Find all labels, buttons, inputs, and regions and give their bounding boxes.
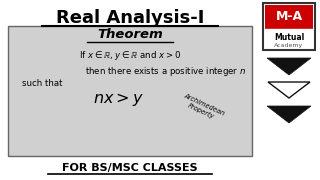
Text: such that: such that (22, 80, 62, 89)
Text: $nx > y$: $nx > y$ (92, 91, 143, 109)
Text: then there exists a positive integer $n$: then there exists a positive integer $n$ (85, 64, 246, 78)
Text: Mutual: Mutual (274, 33, 304, 42)
Text: Theorem: Theorem (97, 28, 163, 42)
Polygon shape (267, 106, 311, 123)
FancyBboxPatch shape (265, 5, 313, 29)
FancyBboxPatch shape (263, 3, 315, 50)
Text: FOR BS/MSC CLASSES: FOR BS/MSC CLASSES (62, 163, 198, 173)
Polygon shape (267, 58, 311, 75)
Text: If $x \in \mathbb{R}$, $y \in \mathbb{R}$ and $x > 0$: If $x \in \mathbb{R}$, $y \in \mathbb{R}… (79, 50, 181, 62)
Text: Real Analysis-I: Real Analysis-I (56, 9, 204, 27)
Polygon shape (268, 82, 310, 98)
Text: Academy: Academy (274, 44, 304, 48)
Text: M-A: M-A (276, 10, 303, 24)
Text: Archimedean
Property: Archimedean Property (180, 93, 226, 123)
FancyBboxPatch shape (8, 26, 252, 156)
